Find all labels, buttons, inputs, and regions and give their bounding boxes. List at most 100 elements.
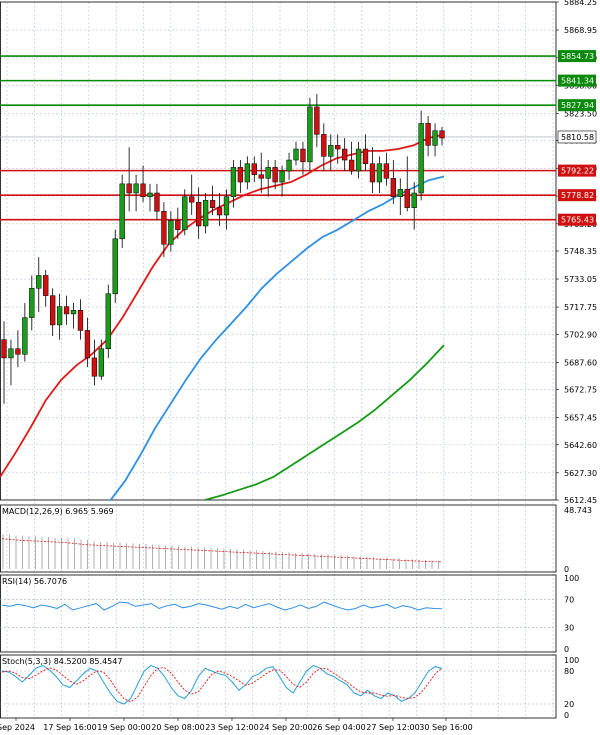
candle-body xyxy=(397,189,403,197)
stoch-label: Stoch(5,3,3) 84.5200 85.4547 xyxy=(2,657,122,666)
x-tick-label: 17 Sep 16:00 xyxy=(43,723,96,732)
price-tick-label: 5884.25 xyxy=(564,0,597,7)
stoch-tick-label: 80 xyxy=(564,667,574,676)
x-tick-label: 19 Sep 00:00 xyxy=(97,723,150,732)
candle-body xyxy=(376,163,383,183)
candle-body xyxy=(314,106,320,135)
x-tick-label: 24 Sep 20:00 xyxy=(259,723,312,732)
panel-frame xyxy=(0,574,557,653)
candle-body xyxy=(251,163,257,175)
rsi-tick-label: 100 xyxy=(564,574,579,583)
candle-body xyxy=(300,148,306,163)
resistance-level-tag xyxy=(558,99,596,112)
price-tick-label: 5657.45 xyxy=(564,414,597,423)
candle-body xyxy=(432,130,438,146)
x-tick-label: 26 Sep 04:00 xyxy=(312,723,365,732)
support-level-tag xyxy=(558,189,596,202)
rsi-tick-label: 30 xyxy=(564,624,574,633)
x-tick-label: Sep 2024 xyxy=(0,723,35,732)
candle-body xyxy=(425,123,431,146)
candle-body xyxy=(279,170,285,183)
candle-body xyxy=(286,159,292,172)
candles xyxy=(1,94,445,404)
stoch-tick-label: 100 xyxy=(564,656,579,665)
candle-body xyxy=(105,293,111,349)
candle-body xyxy=(362,148,369,164)
support-level-tag xyxy=(558,164,596,177)
macd-tick-label: 48.743 xyxy=(564,506,592,515)
price-tick-label: 5627.30 xyxy=(564,469,597,478)
price-tick-label: 5702.90 xyxy=(564,330,597,339)
candle-body xyxy=(147,192,153,197)
candle-body xyxy=(189,196,195,203)
candle-body xyxy=(154,192,160,212)
candle-body xyxy=(404,189,410,208)
stoch-panel: Stoch(5,3,3) 84.5200 85.4547 100 80 20 0 xyxy=(0,656,579,720)
rsi-panel: RSI(14) 56.7076 100 70 30 0 xyxy=(0,574,579,654)
price-tick-label: 5717.75 xyxy=(564,303,597,312)
macd-label: MACD(12,26,9) 6.965 5.969 xyxy=(2,507,114,516)
candle-body xyxy=(70,310,77,315)
candle-body xyxy=(293,148,299,161)
candle-body xyxy=(307,106,313,163)
rsi-tick-label: 70 xyxy=(564,595,574,604)
resistance-level-label: 5841.34 xyxy=(561,77,594,86)
candle-body xyxy=(223,196,230,216)
x-tick-label: 30 Sep 16:00 xyxy=(419,723,472,732)
stoch-k-line xyxy=(1,664,443,705)
candle-body xyxy=(328,145,334,157)
candle-body xyxy=(209,200,216,208)
support-level-label: 5778.82 xyxy=(561,191,594,200)
price-tick-label: 5748.35 xyxy=(564,247,597,256)
x-tick-label: 23 Sep 12:00 xyxy=(205,723,258,732)
candle-body xyxy=(8,348,14,359)
candle-body xyxy=(22,317,28,355)
candle-body xyxy=(133,183,139,194)
candle-body xyxy=(43,275,49,296)
candle-body xyxy=(1,339,7,359)
candle-body xyxy=(182,196,188,230)
candle-body xyxy=(56,306,63,326)
macd-panel: MACD(12,26,9) 6.965 5.969 48.743 0 xyxy=(1,506,592,574)
stoch-d-line xyxy=(1,667,443,703)
candle-body xyxy=(265,167,271,179)
candle-body xyxy=(29,288,35,318)
candle-body xyxy=(237,167,244,183)
current-price-tag xyxy=(557,130,597,144)
candle-body xyxy=(196,201,202,227)
x-tick-label: 20 Sep 08:00 xyxy=(151,723,204,732)
candle-body xyxy=(77,310,84,331)
candle-body xyxy=(411,192,417,208)
candle-body xyxy=(175,220,181,230)
candle-body xyxy=(369,163,376,183)
panel-frame xyxy=(0,654,557,719)
candle-body xyxy=(348,159,355,172)
candle-body xyxy=(244,163,250,183)
candle-body xyxy=(84,330,91,359)
stoch-tick-label: 20 xyxy=(564,700,574,709)
candle-body xyxy=(91,357,98,377)
candle-body xyxy=(36,275,42,289)
candle-body xyxy=(230,167,237,197)
moving-averages xyxy=(0,133,445,502)
candle-body xyxy=(98,348,104,377)
price-tick-label: 5642.60 xyxy=(564,441,597,450)
rsi-line xyxy=(1,601,443,611)
candle-body xyxy=(161,211,167,245)
resistance-level-label: 5827.94 xyxy=(561,101,594,110)
candle-body xyxy=(126,183,132,194)
price-tick-label: 5672.75 xyxy=(564,386,597,395)
candle-body xyxy=(258,174,264,179)
candle-body xyxy=(321,134,327,157)
candle-body xyxy=(168,220,174,245)
price-tick-label: 5868.95 xyxy=(564,26,597,35)
panel-frame xyxy=(0,504,557,573)
candle-body xyxy=(439,130,445,139)
candle-body xyxy=(63,306,70,315)
level-labels: 5854.73 5841.34 5827.94 5792.22 5778.82 5765.… xyxy=(557,50,597,226)
price-tick-label: 5612.45 xyxy=(564,496,597,505)
ma-slow-line xyxy=(204,344,445,501)
candle-body xyxy=(342,148,348,161)
rsi-label: RSI(14) 56.7076 xyxy=(2,577,67,586)
